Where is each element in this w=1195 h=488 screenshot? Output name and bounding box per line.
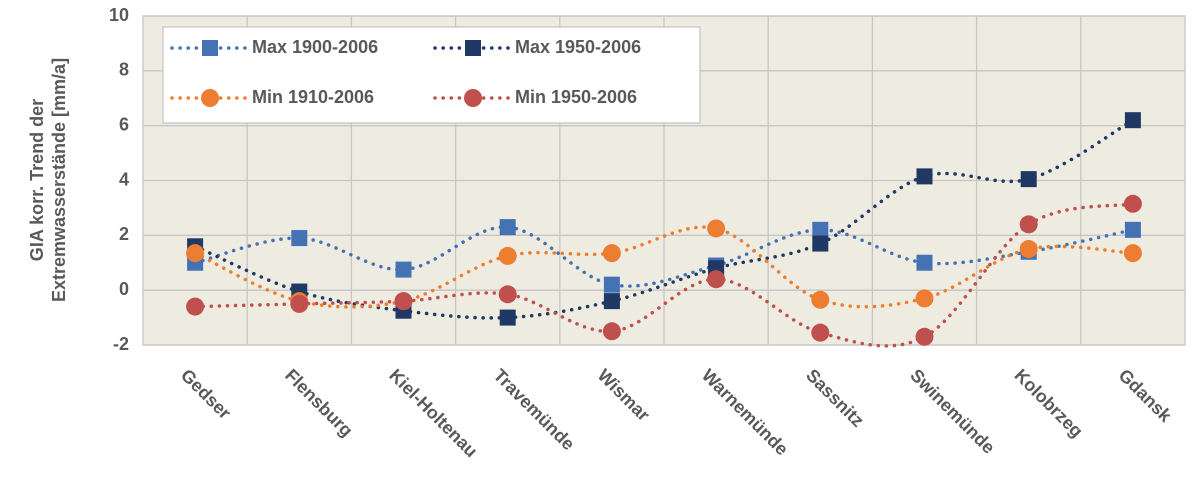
marker [603, 293, 620, 310]
marker [394, 292, 413, 311]
marker [1123, 244, 1142, 263]
legend-marker [201, 89, 219, 107]
y-tick-label: -2 [113, 334, 129, 354]
marker [915, 289, 934, 308]
legend-marker [465, 40, 481, 56]
marker [1124, 112, 1141, 129]
marker [707, 219, 726, 238]
marker [186, 244, 205, 263]
series-line [193, 225, 1135, 309]
y-tick-label: 0 [119, 279, 129, 299]
marker [498, 246, 517, 265]
y-tick-label: 10 [109, 5, 129, 25]
marker [1123, 194, 1142, 213]
legend-label: Max 1900-2006 [252, 37, 378, 57]
marker [498, 285, 517, 304]
marker [811, 323, 830, 342]
x-tick-label: Kiel-Holtenau [385, 365, 481, 461]
y-tick-label: 2 [119, 224, 129, 244]
x-tick-label: Swinemünde [906, 365, 999, 458]
x-tick-label: Gdansk [1115, 365, 1177, 427]
marker [602, 322, 621, 341]
x-tick-label: Wismar [594, 365, 654, 425]
marker [1019, 240, 1038, 259]
x-tick-label: Warnemünde [698, 365, 792, 459]
y-tick-label: 6 [119, 114, 129, 134]
marker [395, 261, 412, 278]
marker [602, 244, 621, 263]
legend-label: Min 1910-2006 [252, 87, 374, 107]
x-tick-label: Sassnitz [802, 365, 868, 431]
y-label: GIA korr. Trend der Extremwasserstände [… [27, 58, 69, 302]
plot-border [142, 15, 1186, 346]
marker [499, 219, 516, 236]
marker [812, 235, 829, 252]
marker [603, 276, 620, 293]
marker [811, 290, 830, 309]
marker [499, 309, 516, 326]
marker [1020, 171, 1037, 188]
legend-label: Max 1950-2006 [515, 37, 641, 57]
legend-marker [464, 89, 482, 107]
y-tick-label: 4 [119, 169, 129, 189]
marker [186, 297, 205, 316]
marker [916, 254, 933, 271]
marker [291, 230, 308, 247]
x-tick-label: Kolobrzeg [1011, 365, 1087, 441]
marker [1124, 221, 1141, 238]
marker [707, 270, 726, 289]
series-line [193, 118, 1135, 320]
marker [290, 294, 309, 313]
x-tick-label: Gedser [177, 365, 235, 423]
x-tick-label: Flensburg [281, 365, 357, 441]
legend-marker [202, 40, 218, 56]
y-label-line: GIA korr. Trend der [27, 99, 47, 261]
x-tick-label: Travemünde [490, 365, 579, 454]
legend-label: Min 1950-2006 [515, 87, 637, 107]
marker [915, 327, 934, 346]
marker [812, 221, 829, 238]
y-tick-label: 8 [119, 60, 129, 80]
marker [1019, 215, 1038, 234]
series-line [193, 225, 1135, 288]
y-label-line: Extremwasserstände [mm/a] [49, 58, 69, 302]
marker [916, 168, 933, 185]
legend: Max 1900-2006 Max 1950-2006 Min 1910-2006 M… [162, 26, 701, 124]
series-line [193, 202, 1135, 348]
legend-box [162, 26, 701, 124]
